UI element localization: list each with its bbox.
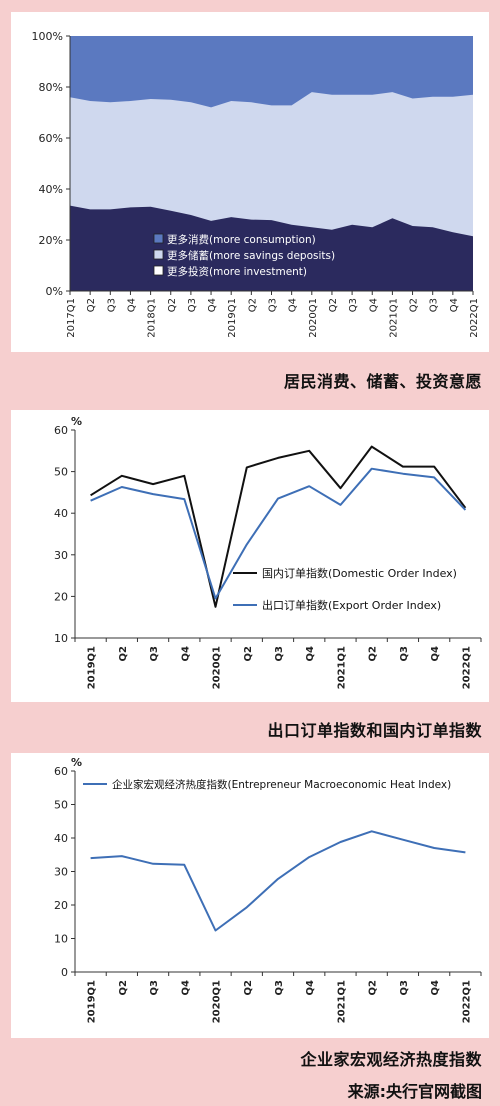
y-tick-label: 60% xyxy=(39,132,63,145)
source-note: 来源:央行官网截图 xyxy=(347,1082,482,1101)
y-tick-label: 20 xyxy=(54,590,68,603)
x-tick-label: Q4 xyxy=(430,980,441,996)
x-tick-label: 2020Q1 xyxy=(308,298,319,338)
series-line-1 xyxy=(90,445,467,608)
area-investment xyxy=(70,205,473,291)
chart1-panel: 0% 20% 40% 60% 80% 100% 2017Q1 Q2 Q3 Q4 2018Q1 Q2 Q3… xyxy=(11,12,489,352)
x-tick-label: Q2 xyxy=(243,646,254,662)
x-tick-label: Q2 xyxy=(247,298,258,312)
x-tick-label: Q4 xyxy=(126,298,137,312)
y-tick-label: 20% xyxy=(39,234,63,247)
chart1-caption: 居民消费、储蓄、投资意愿 xyxy=(283,372,482,391)
legend-label: 出口订单指数(Export Order Index) xyxy=(262,598,441,612)
legend-label: 更多投资(more investment) xyxy=(167,265,307,278)
y-tick-label: 100% xyxy=(32,30,63,43)
x-tick-label: Q2 xyxy=(368,980,379,996)
x-tick-label: Q4 xyxy=(449,298,460,312)
x-tick-label: Q4 xyxy=(207,298,218,312)
x-tick-label: 2020Q1 xyxy=(212,646,223,689)
series-line-2 xyxy=(90,467,467,600)
x-tick-label: 2020Q1 xyxy=(212,980,223,1023)
x-tick-label: Q2 xyxy=(167,298,178,312)
order-index-line-chart: % 10 20 30 40 50 60 2019Q1 Q2 Q3 Q4 2020Q1 Q2 Q3 Q4 202… xyxy=(54,415,482,689)
x-tick-label: 2017Q1 xyxy=(66,298,77,338)
chart2-caption: 出口订单指数和国内订单指数 xyxy=(267,721,482,740)
y-unit-label: % xyxy=(71,756,82,769)
x-tick-label: 2022Q1 xyxy=(469,298,480,338)
x-tick-label: 2022Q1 xyxy=(461,646,472,689)
y-tick-label: 40 xyxy=(54,507,68,520)
y-tick-label: 40 xyxy=(54,832,68,845)
y-tick-label: 50 xyxy=(54,799,68,812)
chart3-caption: 企业家宏观经济热度指数 xyxy=(300,1050,482,1069)
legend-swatch xyxy=(153,265,164,276)
x-tick-label: 2021Q1 xyxy=(336,646,347,689)
x-tick-label: Q3 xyxy=(399,646,410,662)
x-tick-label: Q3 xyxy=(274,646,285,662)
x-tick-label: Q3 xyxy=(106,298,117,312)
x-tick-label: Q4 xyxy=(305,646,316,662)
chart3-panel: % 0 10 20 30 40 50 60 2019Q1 Q2 Q3 Q4 2020Q1 Q2 Q3 Q4 20… xyxy=(11,753,489,1038)
y-tick-label: 60 xyxy=(54,424,68,437)
x-tick-label: Q2 xyxy=(86,298,97,312)
x-tick-label: Q3 xyxy=(274,980,285,996)
x-tick-label: Q2 xyxy=(368,646,379,662)
y-tick-label: 30 xyxy=(54,549,68,562)
x-tick-label: Q3 xyxy=(149,646,160,662)
y-tick-label: 0% xyxy=(46,285,63,298)
chart2-panel: % 10 20 30 40 50 60 2019Q1 Q2 Q3 Q4 2020Q1 Q2 Q3 Q4 202… xyxy=(11,410,489,702)
y-tick-label: 80% xyxy=(39,81,63,94)
x-tick-label: 2021Q1 xyxy=(388,298,399,338)
x-tick-label: Q3 xyxy=(429,298,440,312)
legend-label: 更多储蓄(more savings deposits) xyxy=(167,249,335,262)
legend-label: 国内订单指数(Domestic Order Index) xyxy=(262,566,457,580)
y-tick-label: 60 xyxy=(54,765,68,778)
x-tick-label: Q4 xyxy=(305,980,316,996)
x-tick-label: Q4 xyxy=(288,298,299,312)
legend-label: 企业家宏观经济热度指数(Entrepreneur Macroeconomic H… xyxy=(112,778,451,791)
y-tick-label: 40% xyxy=(39,183,63,196)
stacked-area-chart: 0% 20% 40% 60% 80% 100% 2017Q1 Q2 Q3 Q4 2018Q1 Q2 Q3… xyxy=(32,30,480,338)
x-tick-label: Q4 xyxy=(180,980,191,996)
x-tick-label: 2021Q1 xyxy=(336,980,347,1023)
x-tick-label: Q4 xyxy=(368,298,379,312)
y-unit-label: % xyxy=(71,415,82,428)
x-tick-label: 2022Q1 xyxy=(461,980,472,1023)
x-tick-label: 2019Q1 xyxy=(227,298,238,338)
x-tick-label: 2018Q1 xyxy=(147,298,158,338)
x-tick-label: Q3 xyxy=(187,298,198,312)
x-tick-label: 2019Q1 xyxy=(87,646,98,689)
x-tick-label: 2019Q1 xyxy=(87,980,98,1023)
legend-label: 更多消费(more consumption) xyxy=(167,233,316,246)
y-tick-label: 10 xyxy=(54,933,68,946)
x-tick-label: Q4 xyxy=(430,646,441,662)
x-tick-label: Q2 xyxy=(409,298,420,312)
series-line-1 xyxy=(90,830,466,932)
x-tick-label: Q2 xyxy=(243,980,254,996)
y-tick-label: 30 xyxy=(54,866,68,879)
x-tick-label: Q2 xyxy=(118,646,129,662)
x-tick-label: Q2 xyxy=(118,980,129,996)
legend-swatch xyxy=(153,233,164,244)
x-tick-label: Q4 xyxy=(180,646,191,662)
x-tick-label: Q3 xyxy=(399,980,410,996)
x-tick-label: Q3 xyxy=(268,298,279,312)
x-tick-label: Q3 xyxy=(348,298,359,312)
heat-index-line-chart: % 0 10 20 30 40 50 60 2019Q1 Q2 Q3 Q4 2020Q1 Q2 Q3 Q4 20… xyxy=(54,756,482,1023)
y-tick-label: 50 xyxy=(54,466,68,479)
y-tick-label: 10 xyxy=(54,632,68,645)
y-tick-label: 20 xyxy=(54,899,68,912)
x-tick-label: Q2 xyxy=(328,298,339,312)
legend-swatch xyxy=(153,249,164,260)
x-tick-label: Q3 xyxy=(149,980,160,996)
y-tick-label: 0 xyxy=(61,966,68,979)
